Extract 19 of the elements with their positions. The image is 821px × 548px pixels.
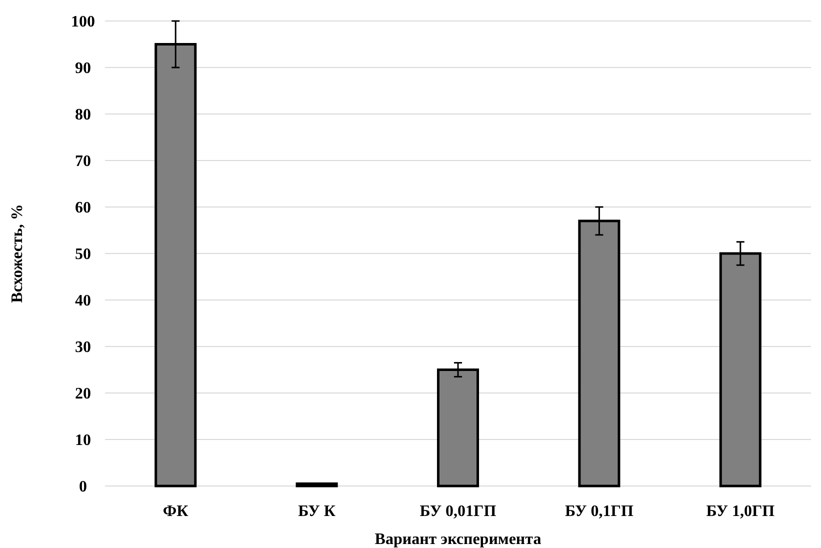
y-tick-label: 80 [75, 106, 91, 124]
y-tick-label: 40 [75, 292, 91, 310]
y-tick-label: 70 [75, 153, 91, 170]
x-tick-label: БУ 0,01ГП [420, 503, 497, 520]
x-tick-label: БУ 1,0ГП [706, 503, 776, 520]
y-tick-label: 10 [75, 432, 91, 450]
bar [296, 482, 338, 488]
x-tick-label: ФК [162, 503, 189, 520]
y-tick-label: 60 [75, 200, 91, 217]
y-tick-label: 50 [75, 246, 91, 264]
y-tick-label: 90 [75, 60, 91, 78]
y-axis-title: Всхожесть, % [9, 204, 26, 303]
y-tick-label: 20 [75, 386, 91, 403]
x-axis-title: Вариант эксперимента [374, 531, 542, 548]
y-tick-label: 100 [71, 14, 95, 31]
y-tick-label: 0 [79, 478, 87, 496]
y-tick-label: 30 [75, 339, 91, 356]
x-tick-label: БУ К [298, 503, 336, 520]
x-tick-label: БУ 0,1ГП [565, 503, 634, 520]
